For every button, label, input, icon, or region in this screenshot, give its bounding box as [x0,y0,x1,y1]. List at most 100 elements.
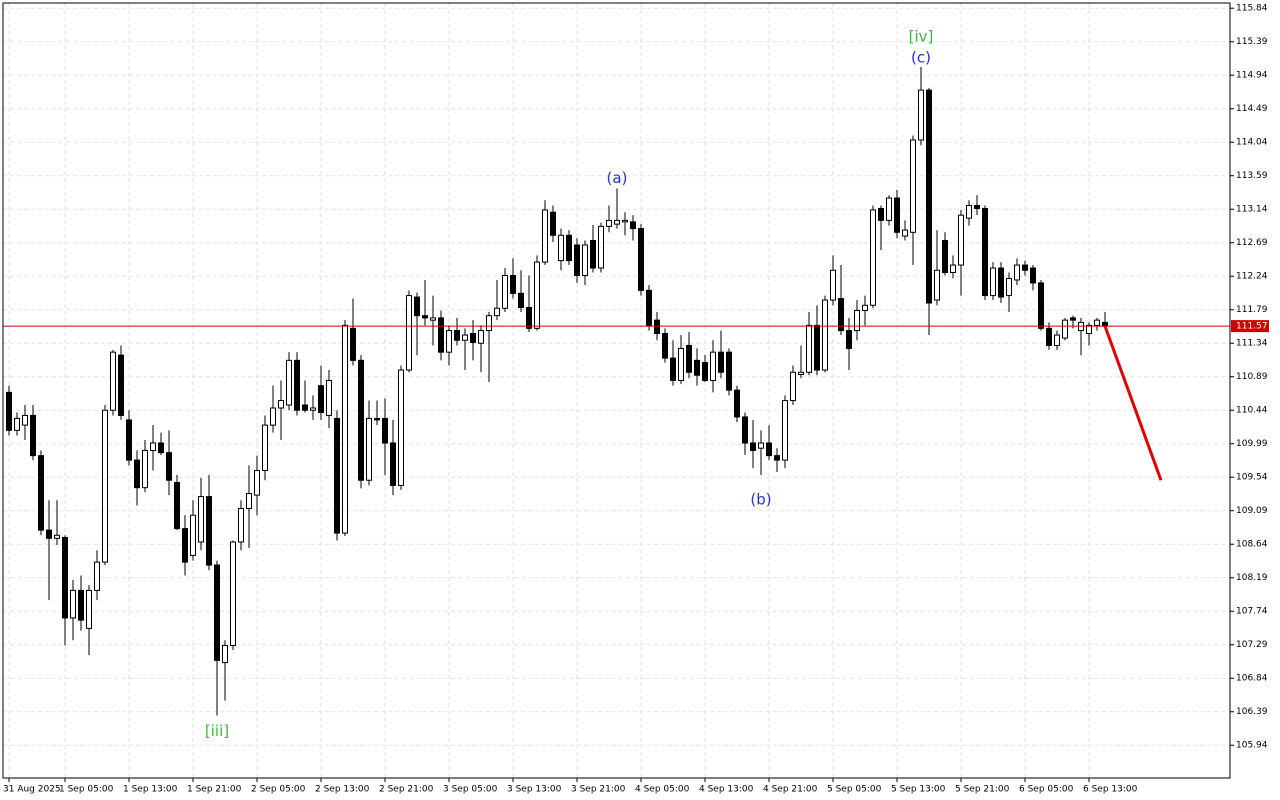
candle [110,349,116,416]
candle-body [278,400,284,409]
forecast-line [1103,325,1163,481]
candle [830,255,836,306]
candle [414,292,420,356]
candle-body [1022,264,1028,271]
candle-body [1014,264,1020,281]
candle-body [14,417,20,431]
candle-body [166,452,172,481]
candle-body [862,304,868,311]
candle [318,365,324,420]
candle [118,345,124,420]
candle [46,500,52,601]
candle-body [502,274,508,309]
x-tick-label: 6 Sep 13:00 [1083,785,1138,795]
candle-body [870,209,876,306]
candle-body [54,534,60,539]
overlay: 111.57 [iii] (a) (b) [iv] (c) [3,28,1269,740]
candle-body [334,417,340,534]
candle-body [390,442,396,486]
candle [382,398,388,475]
candle [822,295,828,373]
candle [958,209,964,296]
candle-body [854,309,860,332]
candle [494,279,500,321]
x-tick-label: 3 Sep 13:00 [507,785,562,795]
candle [310,395,316,420]
candle-body [926,89,932,304]
candle-body [598,225,604,269]
x-tick-label: 3 Sep 21:00 [571,785,626,795]
candle-body [534,261,540,329]
y-tick-label: 106.84 [1236,674,1268,684]
x-tick-label: 6 Sep 05:00 [1019,785,1074,795]
candle [94,550,100,601]
candle [174,474,180,531]
candle [358,355,364,489]
candle-body [446,330,452,353]
candle-body [230,541,236,646]
candle [750,419,756,469]
candle-body [878,207,884,221]
candle [526,275,532,333]
candle [574,238,580,283]
y-tick-label: 115.84 [1236,4,1268,14]
candle-body [982,207,988,297]
candle [646,285,652,331]
candle-body [110,351,116,411]
candle-body [422,315,428,319]
candle [262,415,268,481]
candle [710,340,716,393]
x-tick-label: 1 Sep 13:00 [123,785,178,795]
candle [894,189,900,239]
candle-body [30,414,36,457]
candle-body [790,371,796,402]
grid: 115.84 115.39 114.94 114.49 114.04 113.59 113.… [3,3,1268,795]
candle [726,348,732,396]
candle-body [614,219,620,225]
candle-body [998,267,1004,298]
y-tick-label: 113.59 [1236,171,1268,181]
wave-label: (b) [750,490,771,508]
candle-body [222,644,228,664]
candle-body [894,197,900,233]
candle-body [1030,267,1036,284]
candle-body [86,589,92,629]
candle [422,279,428,326]
y-tick-label: 109.09 [1236,506,1268,516]
candle-body [958,214,964,266]
candle [510,258,516,299]
candle [606,205,612,233]
y-tick-label: 111.34 [1236,339,1268,349]
candle [238,500,244,551]
candle-body [526,306,532,329]
candle-body [190,514,196,556]
candle [838,265,844,336]
candle-body [654,319,660,335]
y-tick-label: 109.54 [1236,473,1268,483]
candle [918,67,924,146]
candle-body [838,298,844,332]
candle [1022,260,1028,276]
candle-body [806,324,812,373]
candle [774,448,780,473]
candle [126,410,132,466]
candle [742,412,748,455]
candle-body [622,219,628,223]
candle-body [742,416,748,444]
candle [806,311,812,376]
candle-body [574,244,580,276]
candle [1046,322,1052,350]
candle [406,290,412,373]
candle-body [902,229,908,237]
candle-body [1094,319,1100,326]
candle-body [286,359,292,406]
candle-body [382,417,388,444]
candle-body [118,354,124,416]
y-tick-label: 105.94 [1236,741,1268,751]
candle-body [214,564,220,661]
candle-body [1070,317,1076,321]
candle [910,135,916,266]
candle-body [6,391,12,431]
candle [334,410,340,541]
candle [302,380,308,413]
